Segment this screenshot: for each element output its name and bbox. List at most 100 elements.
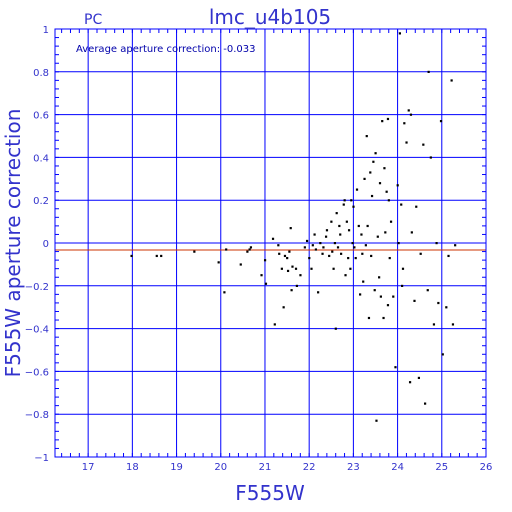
data-point <box>225 248 228 251</box>
data-point <box>375 419 378 422</box>
data-point <box>415 205 418 208</box>
data-point <box>343 199 346 202</box>
x-tick-label: 23 <box>347 462 360 473</box>
data-point <box>338 224 341 228</box>
data-point <box>374 152 377 155</box>
y-tick-label: 0.2 <box>33 196 49 207</box>
data-point <box>311 244 314 247</box>
x-tick-label: 25 <box>435 462 448 473</box>
y-tick-label: 0.6 <box>33 111 49 122</box>
data-point <box>417 376 421 380</box>
data-point <box>383 167 386 170</box>
data-point <box>355 188 359 191</box>
data-point <box>376 235 379 238</box>
data-point <box>193 250 196 253</box>
data-point <box>369 171 372 174</box>
data-point <box>451 323 455 326</box>
data-point <box>386 304 390 307</box>
data-point <box>427 70 430 73</box>
data-point <box>303 246 306 249</box>
y-tick-label: −1 <box>34 453 49 464</box>
data-point <box>363 177 366 180</box>
detector-label: PC <box>84 12 102 28</box>
y-axis-label: F555W aperture correction <box>1 109 25 378</box>
data-point <box>384 231 387 234</box>
data-point <box>398 32 401 35</box>
y-tick-label: 0.8 <box>33 68 49 79</box>
data-point <box>366 224 369 228</box>
data-point <box>294 267 298 270</box>
data-point <box>429 156 432 159</box>
data-point <box>405 141 408 144</box>
data-point <box>345 220 348 223</box>
data-point <box>317 291 320 294</box>
data-point <box>324 235 328 238</box>
data-point <box>403 122 406 125</box>
data-point <box>286 256 289 260</box>
data-point <box>357 224 360 228</box>
data-point <box>289 227 292 230</box>
data-point <box>386 117 390 121</box>
data-point <box>439 120 443 123</box>
data-point <box>423 402 427 405</box>
data-point <box>407 109 410 112</box>
data-point <box>347 229 351 232</box>
data-point <box>277 244 280 247</box>
data-point <box>441 353 444 356</box>
data-point <box>223 291 226 294</box>
data-point <box>342 203 345 206</box>
data-point <box>365 135 368 138</box>
data-point <box>370 254 373 258</box>
x-tick-labels: 17 18 19 20 21 22 23 24 25 26 <box>82 462 493 473</box>
data-point <box>332 267 335 270</box>
data-point <box>385 190 388 193</box>
average-annotation: Average aperture correction: -0.033 <box>76 44 256 55</box>
data-point <box>291 265 294 268</box>
data-point <box>396 184 399 187</box>
plot-frame <box>54 28 487 458</box>
data-point <box>408 381 412 384</box>
reference-lines <box>55 242 486 251</box>
data-point <box>308 256 311 260</box>
y-tick-label: 0 <box>43 239 49 250</box>
y-tick-label: −0.8 <box>25 410 49 421</box>
y-tick-label: −0.6 <box>25 367 49 378</box>
data-point <box>283 254 287 258</box>
data-point <box>130 254 133 258</box>
data-point <box>401 284 404 287</box>
data-point <box>350 199 353 202</box>
data-point <box>364 244 367 247</box>
data-point <box>286 269 290 273</box>
data-point <box>333 242 337 245</box>
data-point <box>367 316 371 320</box>
data-point <box>353 246 356 249</box>
data-point <box>445 306 448 309</box>
data-point <box>319 242 322 245</box>
data-point <box>394 366 397 369</box>
data-point <box>340 252 343 255</box>
data-point <box>370 194 374 198</box>
chart-title: lmc_u4b105 <box>209 5 331 29</box>
data-point <box>352 205 355 208</box>
data-point <box>400 203 403 206</box>
data-point <box>295 284 299 287</box>
data-point <box>387 199 390 202</box>
y-tick-label: 1 <box>43 25 49 36</box>
data-point <box>344 274 347 277</box>
data-point <box>359 293 362 296</box>
data-points <box>130 32 457 422</box>
data-point <box>217 261 220 264</box>
x-tick-label: 17 <box>82 462 95 473</box>
x-tick-label: 19 <box>170 462 183 473</box>
data-point <box>419 252 422 255</box>
data-point <box>335 212 338 215</box>
data-point <box>426 289 429 292</box>
data-point <box>435 242 438 245</box>
data-point <box>249 246 253 249</box>
data-point <box>273 323 276 326</box>
data-point <box>349 267 352 270</box>
data-point <box>313 233 316 236</box>
data-point <box>410 231 413 234</box>
data-point <box>447 254 450 258</box>
